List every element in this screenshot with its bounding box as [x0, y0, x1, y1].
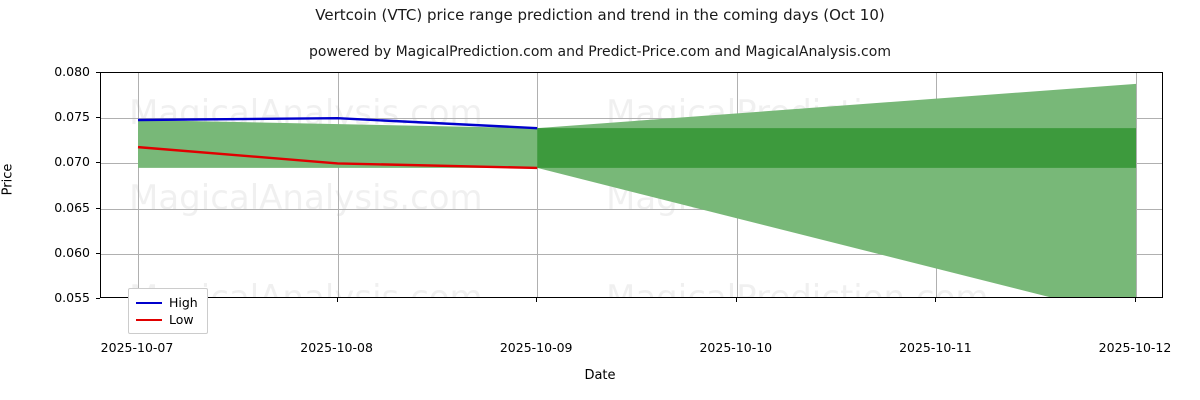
y-tick-mark — [96, 298, 100, 299]
series-line-layer — [137, 116, 538, 170]
page-title: Vertcoin (VTC) price range prediction an… — [315, 6, 885, 24]
page-subtitle: powered by MagicalPrediction.com and Pre… — [309, 44, 891, 60]
band-layer — [138, 83, 1136, 297]
legend-item-low: Low — [136, 311, 198, 328]
y-tick-mark — [96, 207, 100, 209]
series-line-low — [137, 145, 538, 170]
y-tick-label: 0.075 — [54, 109, 90, 125]
x-tick-label: 2025-10-08 — [300, 340, 373, 355]
grid-line-vertical — [1136, 73, 1137, 297]
chart-legend: High Low — [128, 288, 208, 334]
y-tick-label: 0.065 — [54, 199, 90, 215]
x-tick-label: 2025-10-12 — [1098, 340, 1172, 355]
legend-item-high: High — [136, 294, 198, 311]
x-tick-mark — [536, 298, 538, 302]
grid-line-vertical — [138, 73, 139, 297]
x-axis-title: Date — [584, 368, 616, 383]
y-tick-mark — [96, 252, 100, 254]
x-tick-mark — [1135, 298, 1136, 302]
x-tick-label: 2025-10-09 — [499, 340, 573, 355]
grid-line-vertical — [337, 73, 339, 297]
legend-swatch-low — [136, 318, 162, 321]
legend-swatch-high — [136, 301, 162, 304]
y-tick-label: 0.055 — [54, 290, 90, 305]
forecast-core-band — [537, 128, 1136, 168]
legend-label-high: High — [169, 295, 198, 310]
y-tick-mark — [96, 162, 100, 164]
x-tick-label: 2025-10-11 — [899, 340, 972, 355]
grid-line-horizontal — [101, 118, 1162, 120]
grid-line-vertical — [537, 73, 539, 297]
y-tick-label: 0.060 — [54, 244, 90, 260]
y-tick-label: 0.070 — [54, 154, 90, 170]
y-tick-mark — [96, 117, 100, 119]
x-tick-mark — [336, 298, 338, 302]
plot-area: MagicalAnalysis.comMagicalPrediction.com… — [100, 72, 1163, 298]
legend-label-low: Low — [169, 312, 194, 327]
grid-line-horizontal — [101, 253, 1162, 255]
x-tick-label: 2025-10-07 — [100, 340, 174, 355]
series-line-high — [137, 116, 538, 130]
x-tick-mark — [935, 298, 937, 302]
x-tick-mark — [735, 298, 737, 302]
y-tick-label: 0.080 — [54, 64, 90, 79]
x-tick-label: 2025-10-10 — [699, 340, 773, 355]
y-tick-mark — [96, 72, 100, 73]
grid-line-horizontal — [101, 208, 1162, 210]
